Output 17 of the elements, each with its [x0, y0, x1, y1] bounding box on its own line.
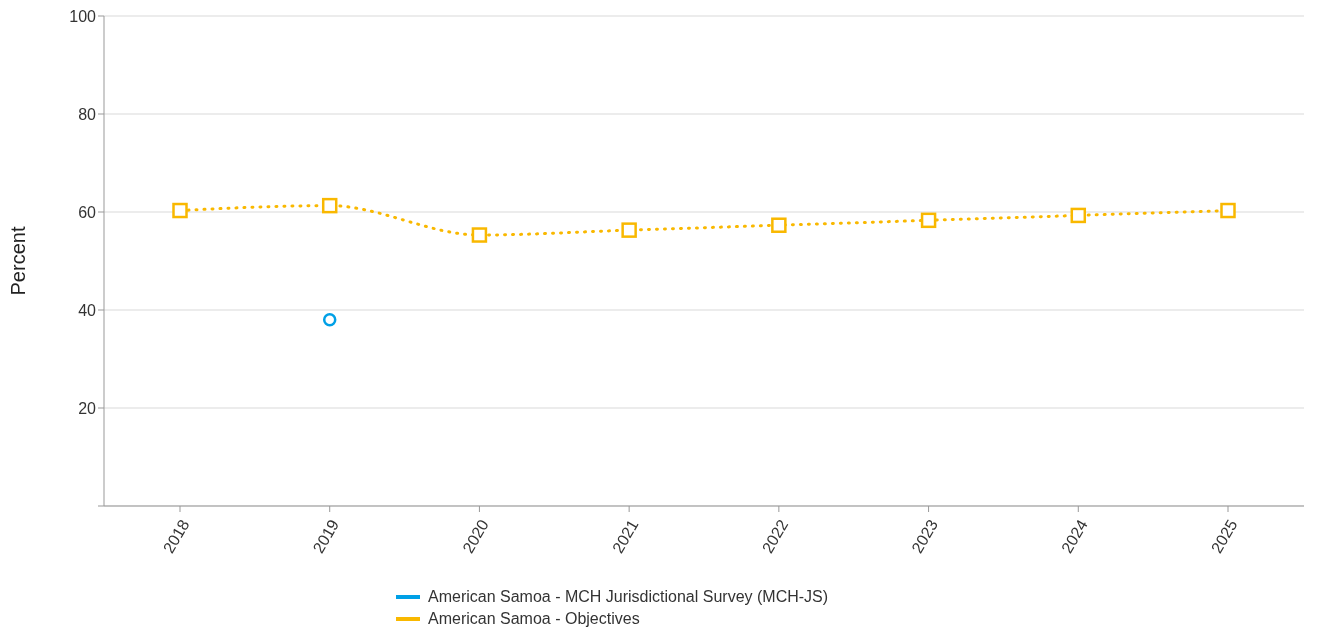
point: [321, 197, 338, 214]
point: [920, 212, 937, 229]
point: [471, 227, 488, 243]
legend-label: American Samoa - MCH Jurisdictional Survey (MCH-JS): [428, 588, 829, 606]
point: [172, 202, 188, 219]
y-tick-label: 100: [69, 7, 97, 25]
y-axis-title: Percent: [7, 226, 30, 296]
legend-label: American Samoa - Objectives: [428, 610, 640, 628]
y-tick-label: 40: [78, 301, 97, 319]
point: [1070, 207, 1087, 224]
y-tick-label: 20: [78, 399, 97, 417]
point: [322, 313, 337, 327]
y-tick-label: 60: [78, 203, 97, 221]
point: [621, 222, 637, 238]
point: [771, 217, 787, 233]
point: [1220, 202, 1236, 219]
y-tick-label: 80: [78, 105, 97, 123]
